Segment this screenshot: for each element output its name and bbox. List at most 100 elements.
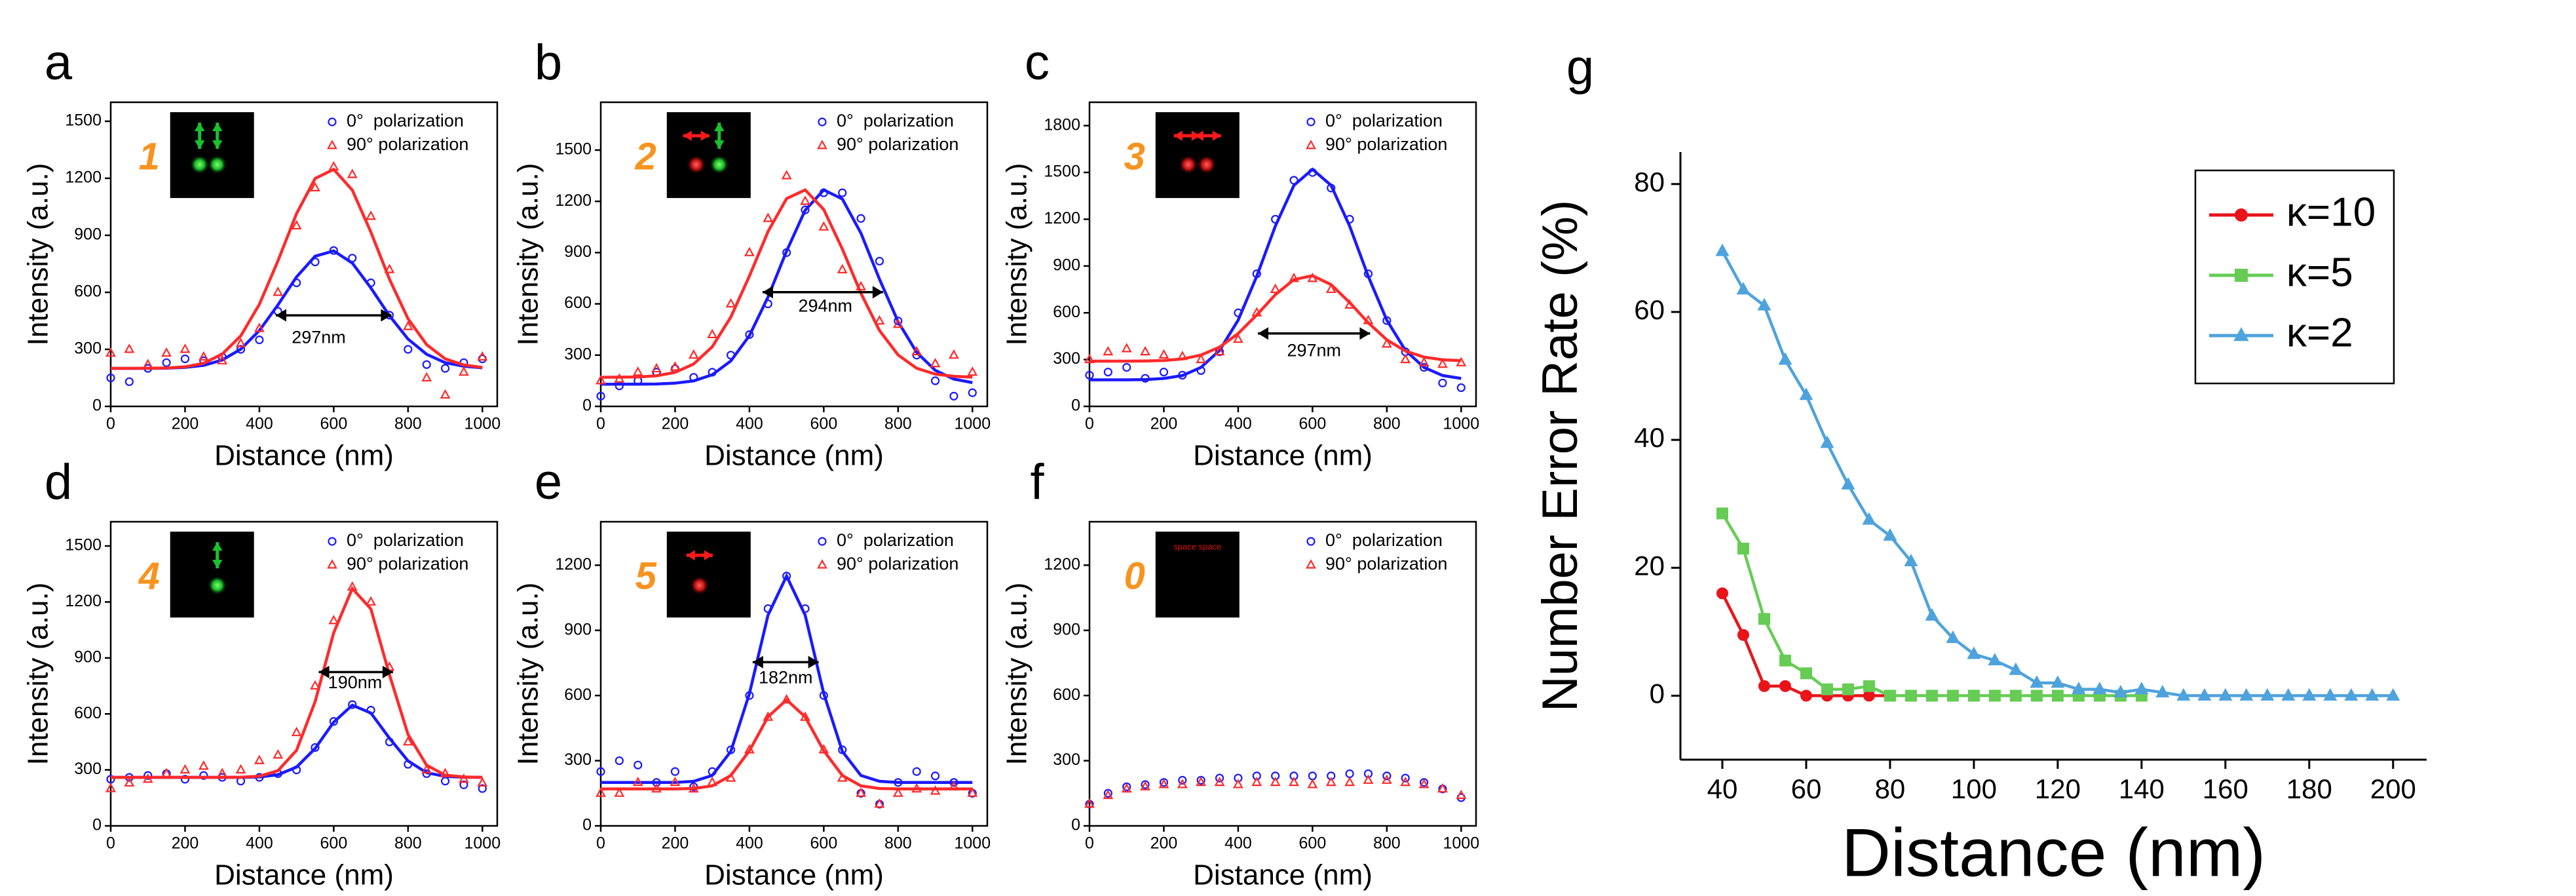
marker	[1381, 338, 1392, 348]
marker	[1419, 362, 1429, 372]
marker	[1140, 781, 1151, 790]
x-tick-label: 200	[662, 415, 689, 433]
y-tick-label: 1500	[65, 536, 102, 555]
marker	[1967, 646, 1981, 659]
marker	[366, 596, 377, 606]
marker	[894, 778, 903, 787]
marker	[1252, 269, 1261, 279]
y-tick-label: 600	[74, 704, 102, 722]
marker	[930, 785, 941, 795]
marker	[1862, 512, 1876, 525]
arrow-head	[212, 542, 223, 551]
inset-spot	[709, 155, 729, 175]
fit-line	[111, 585, 483, 779]
marker	[912, 767, 921, 776]
marker	[1778, 352, 1792, 365]
marker	[1400, 353, 1411, 364]
marker	[1925, 690, 1938, 702]
marker	[818, 537, 827, 546]
marker	[348, 700, 357, 709]
marker	[105, 347, 116, 357]
x-tick-label: 800	[884, 834, 912, 853]
x-tick-label: 0	[596, 415, 605, 433]
y-tick-label: 600	[564, 686, 592, 704]
marker	[856, 214, 865, 223]
legend-label: 0° polarization	[1325, 111, 1443, 130]
marker	[707, 328, 718, 339]
arrow-head	[808, 655, 819, 669]
marker	[217, 768, 228, 777]
marker	[1271, 214, 1280, 224]
marker	[1821, 683, 1833, 695]
y-tick-label: 1200	[65, 592, 102, 610]
marker	[1327, 184, 1336, 193]
marker	[1456, 383, 1466, 393]
marker	[930, 771, 940, 781]
y-tick-label: 1800	[1044, 115, 1080, 134]
x-tick-label: 400	[736, 415, 763, 433]
arrow-head	[318, 665, 330, 678]
fit-line	[601, 697, 973, 790]
x-tick-label: 200	[662, 834, 689, 853]
arrow-head	[872, 286, 883, 299]
marker	[310, 182, 320, 191]
annotation: 294nm	[798, 296, 852, 316]
marker	[2009, 690, 2022, 702]
y-axis-title: Intensity (a.u.)	[1001, 583, 1033, 766]
marker	[614, 373, 625, 383]
inset-spot	[1196, 155, 1217, 175]
panel-label: a	[45, 35, 73, 90]
marker	[1820, 435, 1834, 448]
x-tick-label: 400	[246, 415, 273, 433]
marker	[161, 768, 172, 777]
legend-label: 0° polarization	[347, 111, 464, 130]
marker	[1196, 366, 1205, 375]
x-tick-label: 600	[1299, 415, 1327, 433]
plot-frame	[1088, 520, 1477, 827]
y-axis-title: Intensity (a.u.)	[22, 583, 54, 766]
arrow-head	[212, 560, 223, 569]
marker	[1140, 345, 1151, 356]
marker	[1251, 307, 1262, 317]
marker	[1289, 176, 1298, 185]
marker	[1234, 308, 1243, 317]
marker	[1307, 272, 1318, 282]
marker	[477, 351, 488, 361]
marker	[1289, 776, 1299, 787]
marker	[1103, 368, 1112, 377]
marker	[1988, 653, 2002, 666]
x-tick-label: 600	[320, 415, 348, 433]
y-tick-label: 300	[1053, 349, 1080, 368]
marker	[440, 768, 451, 777]
marker	[2197, 688, 2212, 701]
marker	[1967, 690, 1980, 702]
marker	[670, 767, 680, 776]
marker	[2365, 688, 2379, 701]
marker	[1325, 776, 1336, 787]
x-tick-label: 0	[596, 834, 605, 853]
y-tick-label: 900	[74, 225, 102, 244]
marker	[1085, 370, 1094, 380]
legend-label: 0° polarization	[837, 530, 954, 550]
legend-label: 0° polarization	[1325, 530, 1443, 550]
inset-spot	[189, 155, 210, 175]
fit-line	[601, 187, 973, 386]
marker	[180, 775, 190, 784]
x-axis-title: Distance (nm)	[704, 859, 884, 891]
fit-line	[1089, 274, 1462, 363]
inset-spot	[207, 575, 227, 596]
marker	[1863, 680, 1875, 692]
marker	[291, 726, 302, 737]
x-axis-title: Distance (nm)	[704, 440, 884, 472]
marker	[254, 754, 265, 764]
marker	[744, 246, 755, 256]
x-tick-label: 1000	[1443, 834, 1479, 853]
marker	[180, 764, 191, 774]
marker	[800, 195, 810, 205]
y-tick-label: 0	[1071, 816, 1080, 834]
marker	[818, 117, 827, 127]
y-axis-title: Intensity (a.u.)	[512, 583, 544, 766]
marker	[384, 263, 395, 273]
marker	[366, 705, 375, 715]
marker	[2030, 675, 2044, 688]
